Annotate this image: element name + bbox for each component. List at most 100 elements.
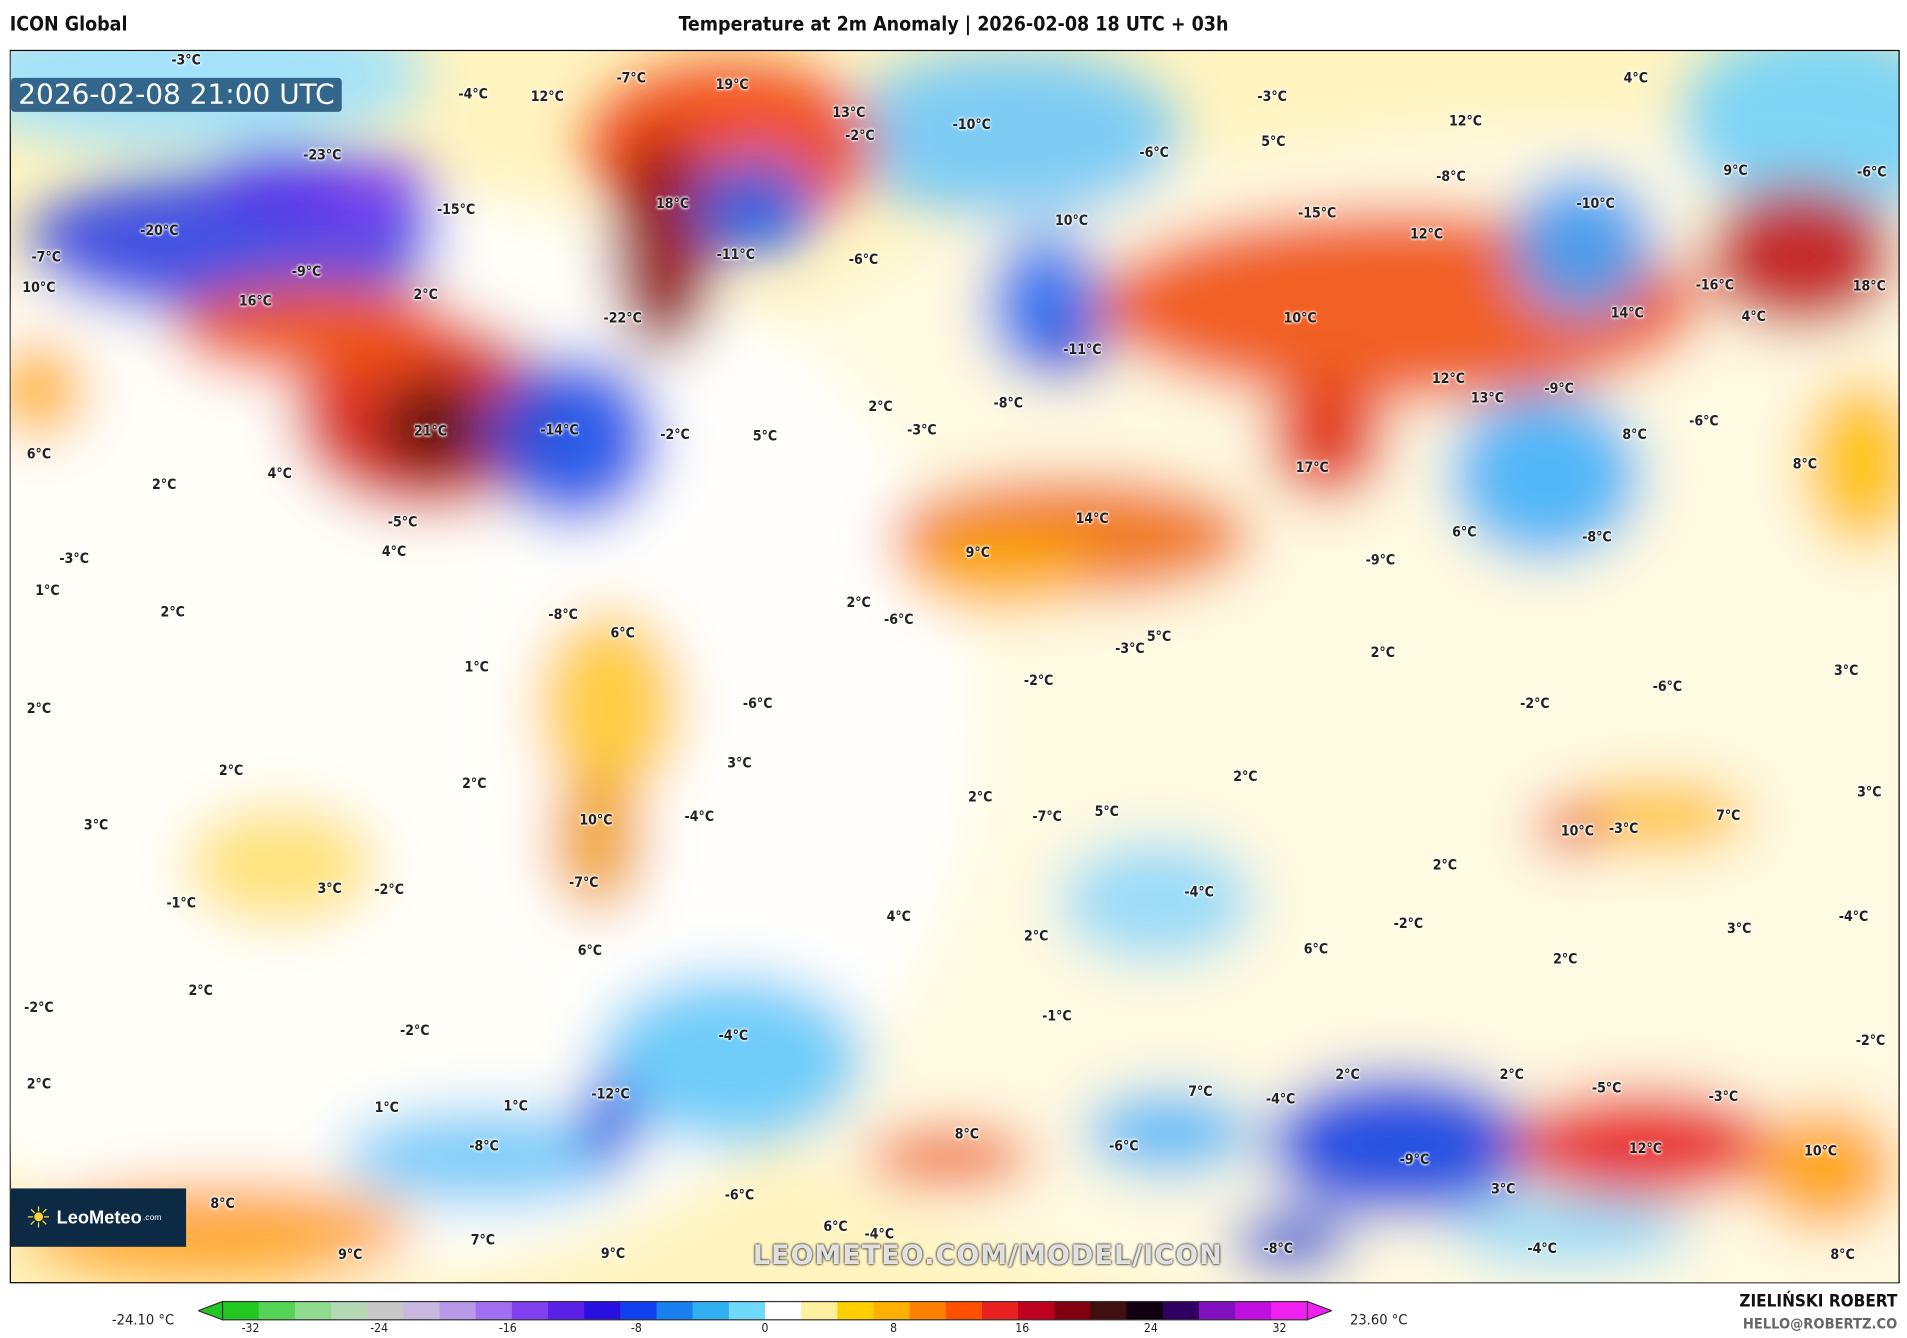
temperature-label: 2°C xyxy=(1499,1065,1524,1083)
temperature-label: -22°C xyxy=(603,308,642,326)
temperature-label: 3°C xyxy=(317,879,342,897)
temperature-label: -4°C xyxy=(1838,907,1869,925)
temperature-label: 12°C xyxy=(1448,111,1483,129)
temperature-label: -4°C xyxy=(718,1026,749,1044)
anomaly-region xyxy=(10,341,87,440)
temperature-label: 9°C xyxy=(965,543,990,561)
temperature-label: -3°C xyxy=(1115,639,1145,657)
colorbar-segment xyxy=(367,1301,404,1320)
colorbar xyxy=(198,1300,1332,1321)
temperature-label: 13°C xyxy=(832,103,866,121)
colorbar-segment xyxy=(945,1301,983,1320)
temperature-label: 10°C xyxy=(579,811,613,829)
colorbar-max-arrow xyxy=(1306,1300,1332,1321)
colorbar-segment xyxy=(511,1301,549,1320)
temperature-label: 13°C xyxy=(1470,389,1504,407)
temperature-label: -15°C xyxy=(436,200,476,218)
colorbar-segment xyxy=(222,1301,260,1320)
anomaly-region xyxy=(578,1071,640,1169)
temperature-label: 4°C xyxy=(886,907,911,925)
colorbar-min-arrow xyxy=(198,1300,224,1321)
leometeo-logo[interactable]: ☀ LeoMeteo .com xyxy=(10,1188,187,1247)
colorbar-segment xyxy=(1198,1301,1236,1320)
colorbar-segment xyxy=(801,1301,838,1320)
colorbar-segment xyxy=(258,1301,296,1320)
anomaly-region xyxy=(694,159,817,257)
colorbar-segment xyxy=(1271,1301,1309,1320)
anomaly-region xyxy=(1509,171,1656,318)
anomaly-region xyxy=(901,536,1096,610)
colorbar-segment xyxy=(1162,1301,1200,1320)
colorbar-segment xyxy=(656,1301,694,1320)
colorbar-max-label: 23.60 °C xyxy=(1349,1311,1408,1329)
logo-suffix: .com xyxy=(142,1213,162,1222)
temperature-label: 14°C xyxy=(1075,509,1109,527)
temperature-label: -3°C xyxy=(171,51,201,69)
anomaly-map[interactable]: -3°C -4°C 12°C -7°C 19°C 13°C -2°C -10°C -3°C 4°C… xyxy=(9,49,1900,1284)
temperature-label: -8°C xyxy=(1436,167,1466,185)
temperature-label: -8°C xyxy=(1582,527,1612,545)
colorbar-tick-label: -8 xyxy=(630,1322,642,1336)
temperature-label: -7°C xyxy=(616,69,646,87)
temperature-label: -6°C xyxy=(742,694,773,712)
anomaly-region xyxy=(183,804,379,926)
temperature-label: 12°C xyxy=(1628,1139,1663,1157)
colorbar-segment xyxy=(728,1301,766,1320)
anomaly-region xyxy=(1509,1089,1777,1200)
temperature-label: 2°C xyxy=(152,475,177,493)
temperature-label: -23°C xyxy=(303,145,342,163)
anomaly-region xyxy=(1448,1193,1692,1267)
author-email[interactable]: HELLO@ROBERTZ.CO xyxy=(1742,1314,1898,1332)
temperature-label: 8°C xyxy=(1792,454,1817,472)
colorbar-tick-label: 24 xyxy=(1143,1322,1158,1336)
temperature-label: -9°C xyxy=(291,262,322,280)
colorbar-segment xyxy=(294,1301,332,1320)
temperature-label: 9°C xyxy=(1723,161,1748,179)
temperature-label: 2°C xyxy=(1432,856,1457,874)
temperature-label: 8°C xyxy=(954,1125,980,1143)
anomaly-region xyxy=(341,1108,634,1206)
colorbar-segment xyxy=(837,1301,875,1320)
anomaly-region xyxy=(1059,840,1254,963)
anomaly-region xyxy=(1533,804,1607,853)
anomaly-region xyxy=(1801,378,1899,549)
temperature-label: 5°C xyxy=(1261,132,1286,150)
temperature-label: -2°C xyxy=(1393,914,1424,932)
temperature-label: 8°C xyxy=(1622,425,1647,443)
colorbar-tick-label: 8 xyxy=(890,1322,898,1336)
chart-title: Temperature at 2m Anomaly | 2026-02-08 1… xyxy=(678,12,1229,36)
temperature-label: 14°C xyxy=(1610,304,1644,322)
temperature-label: -4°C xyxy=(864,1224,895,1242)
temperature-label: -8°C xyxy=(469,1137,499,1155)
temperature-label: 9°C xyxy=(338,1245,363,1263)
temperature-label: 1°C xyxy=(35,581,60,599)
anomaly-region xyxy=(597,974,865,1145)
temperature-label: 10°C xyxy=(1804,1142,1838,1160)
anomaly-region xyxy=(1229,1211,1352,1273)
temperature-label: 1°C xyxy=(374,1098,399,1116)
temperature-label: -16°C xyxy=(1695,276,1734,294)
temperature-label: -2°C xyxy=(660,425,690,443)
temperature-label: -20°C xyxy=(140,221,179,239)
temperature-label: 12°C xyxy=(1431,369,1466,387)
anomaly-region xyxy=(840,51,1181,221)
temperature-label: 2°C xyxy=(218,761,244,779)
temperature-label: 2°C xyxy=(462,774,487,792)
sun-icon: ☀ xyxy=(25,1201,52,1235)
anomaly-region xyxy=(1448,390,1644,561)
temperature-label: -4°C xyxy=(1527,1239,1557,1257)
temperature-label: -15°C xyxy=(1298,204,1337,222)
temperature-label: 6°C xyxy=(823,1217,848,1235)
temperature-label: -8°C xyxy=(548,605,578,623)
temperature-label: -4°C xyxy=(1265,1089,1296,1107)
temperature-label: 10°C xyxy=(1054,211,1088,229)
temperature-label: 6°C xyxy=(1303,940,1329,958)
temperature-label: 7°C xyxy=(470,1230,495,1249)
temperature-label: 2°C xyxy=(26,699,52,717)
colorbar-tick-label: 32 xyxy=(1272,1322,1287,1336)
colorbar-segment xyxy=(475,1301,513,1320)
anomaly-region xyxy=(1266,378,1388,500)
temperature-label: -6°C xyxy=(1689,412,1719,430)
temperature-label: 3°C xyxy=(83,816,109,834)
temperature-label: 3°C xyxy=(727,754,752,772)
